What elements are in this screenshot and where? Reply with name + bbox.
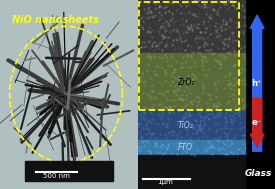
- Text: TiO₂: TiO₂: [178, 121, 194, 130]
- Bar: [139, 2, 239, 110]
- Bar: [138, 155, 245, 189]
- Bar: [25, 161, 113, 181]
- Text: ZrO₂: ZrO₂: [177, 78, 194, 87]
- Text: 1μm: 1μm: [157, 179, 173, 185]
- Bar: [138, 0, 245, 53]
- FancyArrow shape: [250, 15, 264, 151]
- Text: e⁻: e⁻: [251, 118, 262, 127]
- Text: Glass: Glass: [245, 169, 272, 178]
- Text: 500 nm: 500 nm: [43, 173, 70, 179]
- Text: FTO: FTO: [178, 143, 193, 152]
- Text: h⁺: h⁺: [251, 79, 262, 88]
- FancyArrow shape: [250, 98, 264, 147]
- Bar: [138, 110, 245, 140]
- Bar: [138, 140, 245, 155]
- Bar: [138, 53, 245, 110]
- Text: NiO nanosheets: NiO nanosheets: [12, 15, 98, 25]
- Bar: [139, 170, 241, 187]
